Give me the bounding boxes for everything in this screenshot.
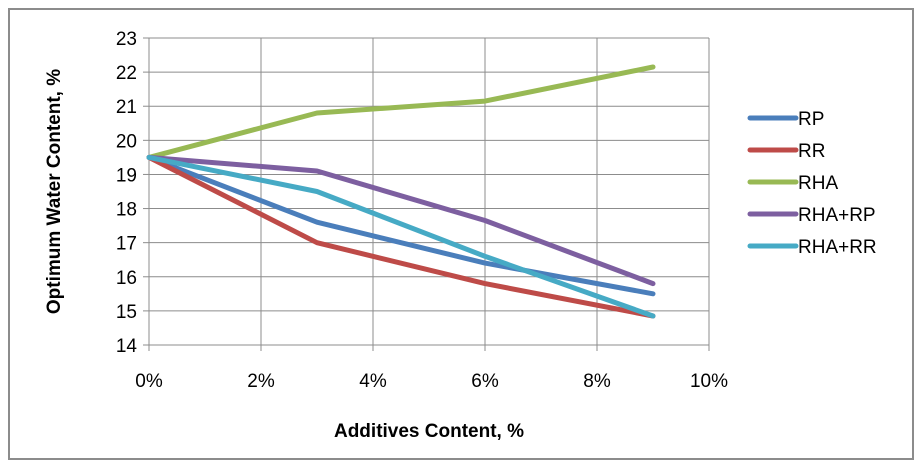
y-tick-label: 19	[116, 165, 137, 186]
y-tick-labels: 14 15 16 17 18 19 20 21 22 23	[116, 29, 138, 357]
x-tick-labels: 0% 2% 4% 6% 8% 10%	[135, 371, 728, 392]
series-line-rha-plus-rp	[146, 154, 656, 287]
series-line-rha	[146, 64, 656, 160]
legend-label: RHA	[798, 173, 838, 194]
axes	[143, 37, 710, 351]
legend: RP RR RHA RHA+RP RHA+RR	[747, 109, 877, 258]
series-line-rha-plus-rr	[146, 154, 656, 319]
x-tick-label: 10%	[690, 371, 728, 392]
legend-label: RR	[798, 141, 825, 162]
series-line-rp	[146, 154, 656, 297]
x-axis-title: Additives Content, %	[334, 421, 524, 442]
x-tick-label: 4%	[359, 371, 387, 392]
y-tick-label: 23	[116, 29, 137, 50]
chart-frame: 0% 2% 4% 6% 8% 10% 14 15 16 17 18 19 20 21 22 23 Addit…	[8, 8, 914, 460]
line-chart: 0% 2% 4% 6% 8% 10% 14 15 16 17 18 19 20 21 22 23 Addit…	[44, 29, 877, 442]
y-tick-label: 18	[116, 200, 137, 221]
y-tick-label: 22	[116, 63, 137, 84]
y-tick-label: 20	[116, 131, 137, 152]
legend-label: RHA+RP	[798, 205, 876, 226]
y-tick-label: 21	[116, 97, 137, 118]
x-tick-label: 8%	[583, 371, 611, 392]
legend-label: RP	[798, 109, 824, 130]
x-tick-label: 2%	[247, 371, 275, 392]
series-lines	[146, 64, 656, 319]
y-axis-title: Optimum Water Content, %	[44, 69, 65, 314]
x-tick-label: 0%	[135, 371, 163, 392]
x-tick-label: 6%	[471, 371, 499, 392]
y-tick-label: 16	[116, 268, 137, 289]
y-tick-label: 15	[116, 302, 137, 323]
y-tick-label: 14	[116, 336, 138, 357]
y-tick-label: 17	[116, 234, 137, 255]
series-line-rr	[146, 154, 656, 319]
legend-label: RHA+RR	[798, 237, 877, 258]
